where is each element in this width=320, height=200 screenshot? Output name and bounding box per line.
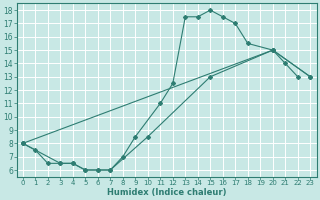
X-axis label: Humidex (Indice chaleur): Humidex (Indice chaleur) xyxy=(107,188,226,197)
